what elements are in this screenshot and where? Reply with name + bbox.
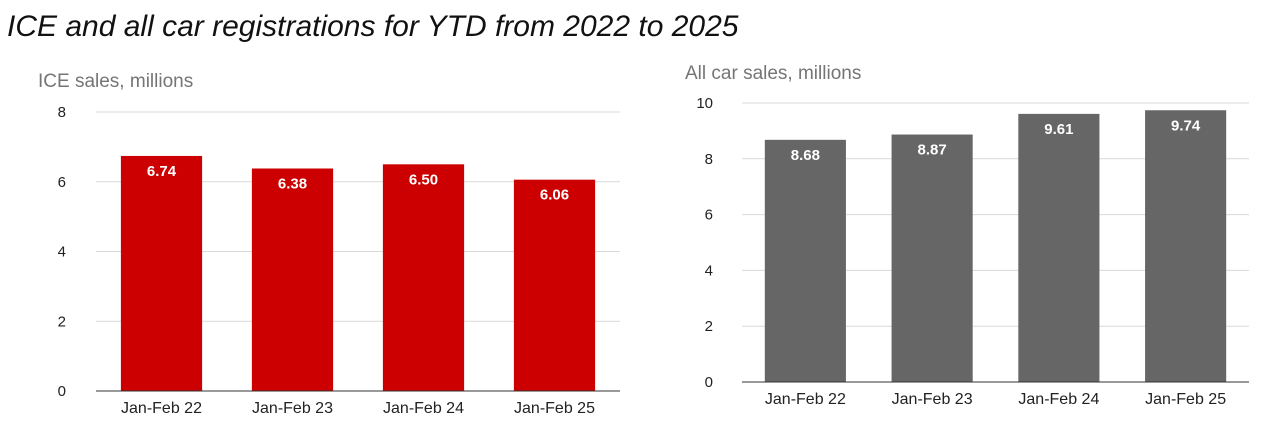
ice-sales-chart: ICE sales, millions 0 2 4 6 8 6.74 Jan-Feb 22 6.… [38, 71, 620, 417]
page-title: ICE and all car registrations for YTD fr… [7, 10, 739, 43]
bar [120, 155, 203, 391]
data-label: 8.68 [791, 147, 820, 164]
bar [1145, 110, 1227, 382]
all-car-sales-chart: All car sales, millions 0 2 4 6 8 10 8.68 Jan-Fe… [685, 63, 1249, 408]
y-tick-label: 8 [705, 151, 713, 168]
y-tick-label: 6 [58, 174, 66, 191]
data-label: 6.06 [540, 187, 569, 204]
x-tick-label: Jan-Feb 25 [1145, 391, 1226, 408]
y-tick-label: 2 [705, 318, 713, 335]
x-tick-label: Jan-Feb 22 [765, 391, 846, 408]
x-tick-label: Jan-Feb 23 [892, 391, 973, 408]
x-tick-label: Jan-Feb 22 [121, 400, 202, 417]
bar [1018, 113, 1100, 383]
bar [513, 179, 596, 391]
y-axis-label: All car sales, millions [685, 63, 861, 84]
y-tick-label: 8 [58, 104, 66, 121]
x-tick-label: Jan-Feb 24 [383, 400, 464, 417]
x-tick-label: Jan-Feb 24 [1018, 391, 1099, 408]
y-tick-label: 0 [58, 383, 66, 400]
y-tick-label: 4 [58, 244, 66, 261]
x-tick-label: Jan-Feb 23 [252, 400, 333, 417]
data-label: 9.74 [1171, 117, 1201, 134]
bar [382, 164, 465, 391]
data-label: 9.61 [1044, 121, 1073, 138]
bar [251, 168, 334, 391]
y-tick-label: 6 [705, 207, 713, 224]
y-tick-label: 2 [58, 313, 66, 330]
data-label: 6.74 [147, 163, 177, 180]
y-axis-label: ICE sales, millions [38, 71, 193, 92]
data-label: 6.38 [278, 175, 307, 192]
x-tick-label: Jan-Feb 25 [514, 400, 595, 417]
y-tick-label: 0 [705, 374, 713, 391]
data-label: 8.87 [918, 142, 947, 159]
bar [764, 139, 846, 382]
y-tick-label: 10 [696, 95, 713, 112]
data-label: 6.50 [409, 171, 438, 188]
y-tick-label: 4 [705, 262, 713, 279]
bar [891, 134, 973, 382]
